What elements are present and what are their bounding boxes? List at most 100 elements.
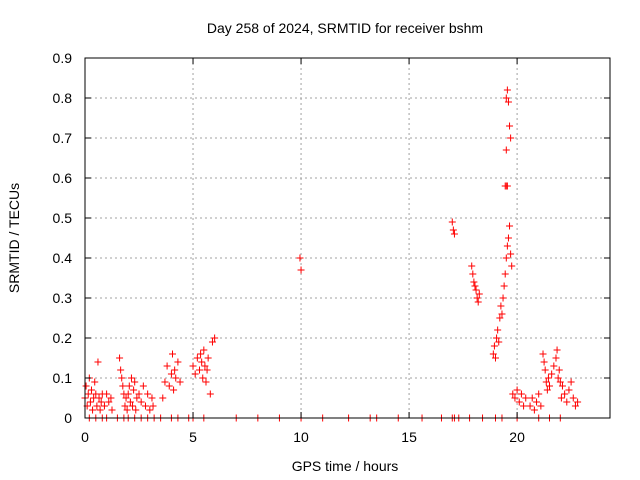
data-point <box>126 398 134 406</box>
data-point <box>206 390 214 398</box>
data-point <box>450 230 458 238</box>
data-point <box>197 350 205 358</box>
data-point <box>146 406 154 414</box>
data-point <box>131 378 139 386</box>
data-point <box>211 334 219 342</box>
data-point <box>535 390 543 398</box>
data-point <box>193 354 201 362</box>
data-point <box>144 390 152 398</box>
y-tick-label: 0.2 <box>53 330 73 346</box>
data-point <box>569 394 577 402</box>
data-point <box>489 350 497 358</box>
x-tick-label: 20 <box>509 429 525 445</box>
data-point <box>169 350 176 358</box>
data-point <box>133 394 141 402</box>
data-point <box>558 382 566 390</box>
data-point <box>543 386 551 394</box>
y-tick-label: 0.9 <box>53 50 73 66</box>
data-point <box>501 270 509 278</box>
axis-ticks: 0 0.1 0.2 0.3 0.4 0.5 0.6 0.7 0.8 0.9 0 5 10 15 20 <box>53 50 610 445</box>
data-point <box>500 282 508 290</box>
plot-frame <box>84 57 611 419</box>
data-point <box>555 366 563 374</box>
data-point <box>163 362 171 370</box>
data-point <box>498 310 506 318</box>
data-point <box>553 346 561 354</box>
data-point <box>118 374 126 382</box>
data-point <box>107 394 115 402</box>
data-point <box>204 354 212 362</box>
data-point <box>530 406 538 414</box>
data-point <box>533 398 541 406</box>
data-point <box>448 218 456 226</box>
data-point <box>503 242 511 250</box>
data-point <box>528 394 536 402</box>
data-point <box>296 254 304 262</box>
x-axis-label: GPS time / hours <box>292 458 399 474</box>
data-point <box>513 386 521 394</box>
data-point <box>499 294 507 302</box>
data-point <box>189 362 197 370</box>
data-point <box>159 394 167 402</box>
data-point <box>506 222 514 230</box>
data-point <box>121 402 129 410</box>
data-point <box>563 398 571 406</box>
data-point <box>557 394 565 402</box>
data-point <box>507 250 515 258</box>
data-point <box>511 394 519 402</box>
data-point <box>565 386 573 394</box>
y-tick-label: 0.3 <box>53 290 73 306</box>
data-point <box>474 298 482 306</box>
data-point <box>468 262 476 270</box>
data-point <box>475 290 483 298</box>
data-point <box>200 346 208 354</box>
data-point <box>490 342 498 350</box>
x-tick-label: 15 <box>401 429 417 445</box>
data-point <box>84 390 92 398</box>
x-tick-label: 10 <box>293 429 309 445</box>
y-tick-label: 0.5 <box>53 210 73 226</box>
data-point <box>196 366 204 374</box>
data-point <box>520 402 528 410</box>
data-point <box>526 402 534 410</box>
chart-title: Day 258 of 2024, SRMTID for receiver bsh… <box>207 20 483 36</box>
data-point <box>502 94 510 102</box>
data-point <box>86 398 94 406</box>
data-point <box>571 402 579 410</box>
data-point <box>198 358 206 366</box>
data-point <box>172 374 180 382</box>
data-point <box>117 366 125 374</box>
data-point <box>470 278 478 286</box>
data-point <box>167 370 175 378</box>
data-points <box>81 86 582 422</box>
data-point <box>122 394 130 402</box>
data-point <box>96 406 104 414</box>
data-point <box>548 370 556 378</box>
data-point <box>148 394 156 402</box>
data-point <box>502 182 510 190</box>
data-point <box>541 366 549 374</box>
data-point <box>496 314 504 322</box>
data-point <box>544 374 552 382</box>
data-point <box>297 266 305 274</box>
data-point <box>491 354 499 362</box>
data-point <box>141 402 149 410</box>
data-point <box>502 254 510 262</box>
data-point <box>469 270 477 278</box>
data-point <box>507 134 515 142</box>
data-point <box>108 406 116 414</box>
data-point <box>137 398 145 406</box>
data-point <box>87 386 95 394</box>
data-point <box>503 86 511 94</box>
data-point <box>174 358 182 366</box>
data-point <box>473 294 481 302</box>
y-axis-label: SRMTID / TECUs <box>6 183 22 293</box>
data-point <box>556 378 564 386</box>
data-point <box>567 378 575 386</box>
data-point <box>119 382 127 390</box>
data-point <box>542 378 550 386</box>
data-point <box>116 354 124 362</box>
data-point <box>449 226 457 234</box>
data-point <box>191 370 199 378</box>
data-point <box>522 394 530 402</box>
